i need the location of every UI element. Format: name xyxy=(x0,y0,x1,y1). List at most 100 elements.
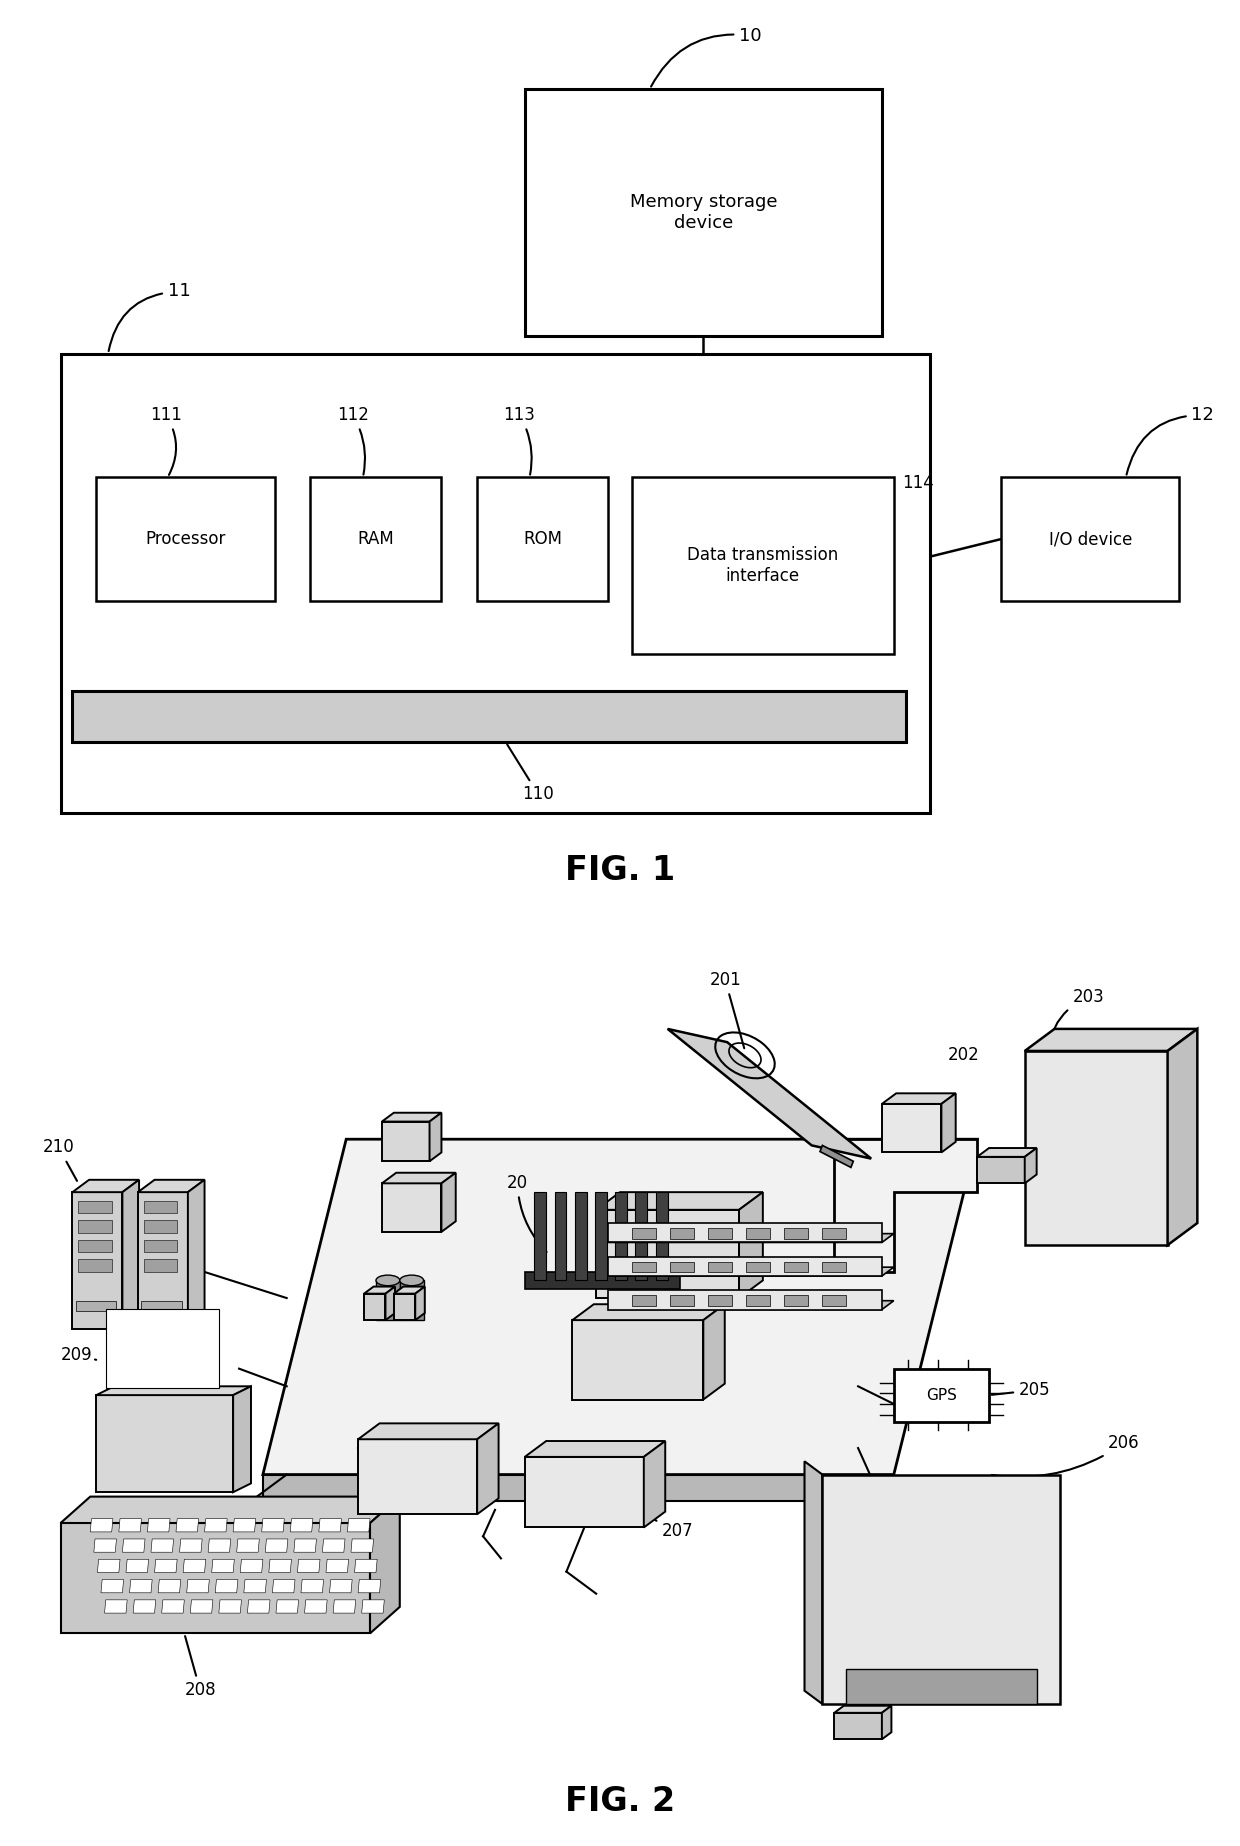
Polygon shape xyxy=(61,1497,399,1523)
Text: FIG. 1: FIG. 1 xyxy=(565,853,675,886)
Polygon shape xyxy=(615,1193,627,1281)
Polygon shape xyxy=(334,1600,356,1613)
Polygon shape xyxy=(161,1600,185,1613)
Polygon shape xyxy=(100,1580,124,1593)
Polygon shape xyxy=(94,1540,117,1552)
Polygon shape xyxy=(277,1600,299,1613)
Bar xyxy=(310,478,441,602)
Polygon shape xyxy=(608,1266,894,1276)
Text: 205: 205 xyxy=(992,1381,1050,1399)
Polygon shape xyxy=(233,1519,255,1532)
Bar xyxy=(144,1259,177,1272)
Polygon shape xyxy=(382,1172,456,1183)
Polygon shape xyxy=(155,1560,177,1573)
Text: 110: 110 xyxy=(507,744,554,803)
Bar xyxy=(78,1241,112,1252)
Polygon shape xyxy=(362,1600,384,1613)
Polygon shape xyxy=(319,1519,341,1532)
Polygon shape xyxy=(305,1600,327,1613)
Bar xyxy=(822,1296,846,1305)
Bar xyxy=(61,354,930,812)
Polygon shape xyxy=(382,1183,441,1231)
Polygon shape xyxy=(644,1442,665,1527)
Bar xyxy=(894,1368,990,1421)
Bar xyxy=(746,1263,770,1272)
Polygon shape xyxy=(635,1193,647,1281)
Polygon shape xyxy=(216,1580,238,1593)
Polygon shape xyxy=(394,1294,415,1320)
Polygon shape xyxy=(237,1540,259,1552)
Polygon shape xyxy=(151,1540,174,1552)
Polygon shape xyxy=(326,1560,348,1573)
Polygon shape xyxy=(208,1540,231,1552)
Bar xyxy=(78,1202,112,1213)
Polygon shape xyxy=(429,1113,441,1161)
Polygon shape xyxy=(138,1193,188,1329)
Bar xyxy=(670,1263,694,1272)
Polygon shape xyxy=(294,1540,316,1552)
Polygon shape xyxy=(184,1560,206,1573)
Polygon shape xyxy=(370,1497,399,1634)
Bar xyxy=(76,696,913,749)
Polygon shape xyxy=(265,1540,288,1552)
Bar xyxy=(784,1296,808,1305)
Polygon shape xyxy=(376,1281,399,1320)
Polygon shape xyxy=(882,1093,956,1104)
Polygon shape xyxy=(126,1560,149,1573)
Bar xyxy=(97,478,275,602)
Polygon shape xyxy=(129,1580,153,1593)
Polygon shape xyxy=(263,1139,977,1475)
Polygon shape xyxy=(382,1122,429,1161)
Bar xyxy=(784,1263,808,1272)
Polygon shape xyxy=(394,1287,425,1294)
Polygon shape xyxy=(98,1560,120,1573)
Polygon shape xyxy=(835,1706,892,1713)
Text: 10: 10 xyxy=(651,26,761,87)
Polygon shape xyxy=(355,1560,377,1573)
Polygon shape xyxy=(596,1193,763,1209)
Bar xyxy=(1001,478,1179,602)
Polygon shape xyxy=(882,1706,892,1739)
Polygon shape xyxy=(822,1475,1060,1704)
Polygon shape xyxy=(739,1193,763,1298)
Polygon shape xyxy=(608,1290,882,1309)
Polygon shape xyxy=(72,1180,139,1193)
Bar xyxy=(141,1301,182,1311)
Bar xyxy=(708,1263,732,1272)
Polygon shape xyxy=(1024,1148,1037,1183)
Polygon shape xyxy=(805,1462,822,1704)
Bar xyxy=(632,1263,656,1272)
Polygon shape xyxy=(298,1560,320,1573)
Polygon shape xyxy=(365,1294,386,1320)
Polygon shape xyxy=(846,1669,1037,1704)
Polygon shape xyxy=(262,1519,284,1532)
Polygon shape xyxy=(61,1523,370,1634)
Polygon shape xyxy=(187,1580,210,1593)
Polygon shape xyxy=(190,1600,213,1613)
Bar xyxy=(708,1296,732,1305)
Polygon shape xyxy=(882,1104,941,1152)
Polygon shape xyxy=(358,1440,477,1514)
Text: 206: 206 xyxy=(992,1434,1140,1477)
Polygon shape xyxy=(123,1180,139,1329)
Bar xyxy=(525,89,882,336)
Polygon shape xyxy=(273,1580,295,1593)
Polygon shape xyxy=(233,1386,250,1492)
Text: 201: 201 xyxy=(709,971,744,1049)
Polygon shape xyxy=(573,1305,724,1320)
Polygon shape xyxy=(1024,1050,1168,1244)
Polygon shape xyxy=(941,1093,956,1152)
Ellipse shape xyxy=(399,1276,424,1285)
Text: 12: 12 xyxy=(1127,406,1214,474)
Text: 114: 114 xyxy=(903,474,934,491)
Text: 210: 210 xyxy=(42,1139,77,1181)
Bar xyxy=(78,1220,112,1233)
Text: 113: 113 xyxy=(503,406,536,474)
Polygon shape xyxy=(703,1305,724,1399)
Polygon shape xyxy=(656,1193,667,1281)
Text: 208: 208 xyxy=(185,1636,216,1698)
Polygon shape xyxy=(386,1287,396,1320)
Polygon shape xyxy=(977,1157,1024,1183)
Text: FIG. 2: FIG. 2 xyxy=(565,1785,675,1818)
Polygon shape xyxy=(525,1272,680,1289)
